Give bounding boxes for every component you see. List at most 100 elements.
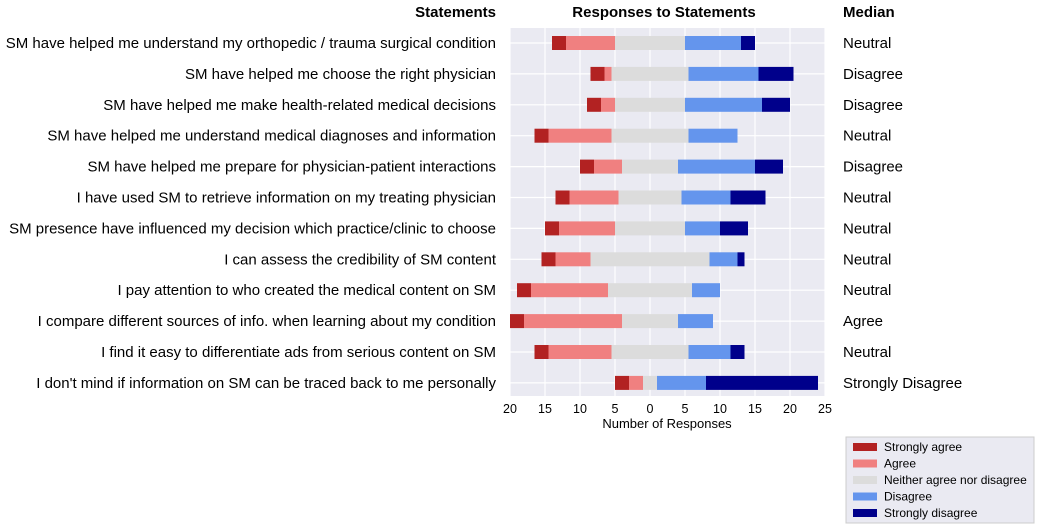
bar-agree [594, 159, 622, 174]
x-tick-label: 20 [503, 402, 517, 416]
statement-labels: SM have helped me understand my orthoped… [6, 35, 497, 392]
bar-strongly-agree [580, 159, 594, 174]
statement-label: I find it easy to differentiate ads from… [101, 344, 496, 361]
bar-agree [531, 283, 608, 298]
bar-strongly-disagree [720, 221, 748, 236]
bar-strongly-disagree [730, 190, 766, 205]
bar-strongly-disagree [730, 345, 745, 359]
bar-strongly-agree [545, 221, 559, 236]
bar-neither-agree-nor-disagree [615, 36, 685, 50]
bar-agree [604, 66, 612, 81]
legend-label: Agree [884, 457, 916, 471]
x-tick-label: 10 [573, 402, 587, 416]
bar-disagree [678, 314, 713, 329]
x-tick-label: 15 [538, 402, 552, 416]
bar-neither-agree-nor-disagree [615, 221, 685, 236]
bar-strongly-agree [541, 252, 556, 267]
bar-agree [559, 221, 615, 236]
legend: Strongly agree Agree Neither agree nor dis… [845, 436, 1035, 524]
legend-swatch [853, 443, 877, 451]
legend-swatch [853, 476, 877, 484]
bar-strongly-disagree [755, 159, 783, 174]
statement-label: SM have helped me make health-related me… [103, 97, 496, 114]
median-header: Median [843, 4, 895, 21]
statement-label: SM have helped me prepare for physician-… [87, 159, 496, 176]
bar-agree [548, 345, 612, 359]
chart-title: Responses to Statements [572, 4, 755, 21]
bar-strongly-agree [534, 128, 549, 143]
bar-disagree [688, 128, 738, 143]
legend-label: Strongly disagree [884, 506, 978, 520]
bar-strongly-disagree [737, 252, 745, 267]
bar-strongly-agree [590, 66, 605, 81]
statement-label: I compare different sources of info. whe… [38, 313, 496, 330]
legend-label: Neither agree nor disagree [884, 473, 1027, 487]
bar-strongly-agree [615, 375, 629, 390]
bar-strongly-disagree [758, 66, 794, 81]
statement-label: SM have helped me choose the right physi… [185, 66, 496, 83]
bar-agree [569, 190, 619, 205]
bar-disagree [688, 66, 759, 81]
statement-label: SM have helped me understand medical dia… [47, 128, 496, 145]
median-label: Neutral [843, 35, 891, 52]
median-label: Neutral [843, 128, 891, 145]
statement-label: I have used SM to retrieve information o… [77, 190, 496, 207]
bar-strongly-agree [587, 97, 601, 112]
bar-agree [555, 252, 591, 267]
statement-label: I pay attention to who created the medic… [117, 282, 496, 299]
bar-strongly-agree [510, 314, 524, 329]
bar-neither-agree-nor-disagree [590, 252, 710, 267]
bar-disagree [685, 97, 762, 112]
median-label: Neutral [843, 251, 891, 268]
bar-neither-agree-nor-disagree [611, 66, 689, 81]
median-label: Neutral [843, 282, 891, 299]
bar-agree [601, 97, 615, 112]
bar-neither-agree-nor-disagree [643, 375, 657, 390]
bar-neither-agree-nor-disagree [618, 190, 682, 205]
bar-neither-agree-nor-disagree [608, 283, 692, 298]
x-tick-label: 20 [783, 402, 797, 416]
bar-disagree [688, 345, 731, 359]
bar-strongly-agree [552, 36, 566, 50]
bar-disagree [685, 36, 741, 50]
x-tick-label: 5 [682, 402, 689, 416]
median-labels: Neutral Disagree Disagree Neutral Disagree Ne… [843, 35, 962, 392]
bar-agree [548, 128, 612, 143]
legend-box [845, 436, 1035, 524]
legend-label: Disagree [884, 490, 932, 504]
bar-strongly-agree [534, 345, 549, 359]
bar-disagree [692, 283, 720, 298]
bar-agree [629, 375, 643, 390]
legend-label: Strongly agree [884, 440, 962, 454]
bar-strongly-disagree [741, 36, 755, 50]
median-label: Strongly Disagree [843, 375, 962, 392]
bar-agree [524, 314, 622, 329]
median-label: Neutral [843, 344, 891, 361]
bar-strongly-disagree [762, 97, 790, 112]
bar-strongly-agree [517, 283, 531, 298]
bar-disagree [681, 190, 731, 205]
legend-swatch [853, 459, 877, 468]
median-label: Disagree [843, 66, 903, 83]
x-tick-label: 15 [748, 402, 762, 416]
x-axis-label: Number of Responses [602, 416, 732, 431]
x-tick-label: 10 [713, 402, 727, 416]
median-label: Agree [843, 313, 883, 330]
statements-header: Statements [415, 4, 496, 21]
legend-swatch [853, 509, 877, 517]
median-label: Neutral [843, 190, 891, 207]
x-tick-label: 0 [647, 402, 654, 416]
bar-neither-agree-nor-disagree [611, 345, 689, 359]
bar-strongly-agree [555, 190, 570, 205]
bar-neither-agree-nor-disagree [615, 97, 685, 112]
x-tick-label: 25 [818, 402, 832, 416]
median-label: Disagree [843, 159, 903, 176]
bar-disagree [709, 252, 738, 267]
plot-background [510, 28, 825, 396]
statement-label: SM presence have influenced my decision … [9, 220, 496, 237]
bar-neither-agree-nor-disagree [622, 159, 678, 174]
bars-group [510, 36, 818, 390]
median-label: Neutral [843, 220, 891, 237]
median-label: Disagree [843, 97, 903, 114]
